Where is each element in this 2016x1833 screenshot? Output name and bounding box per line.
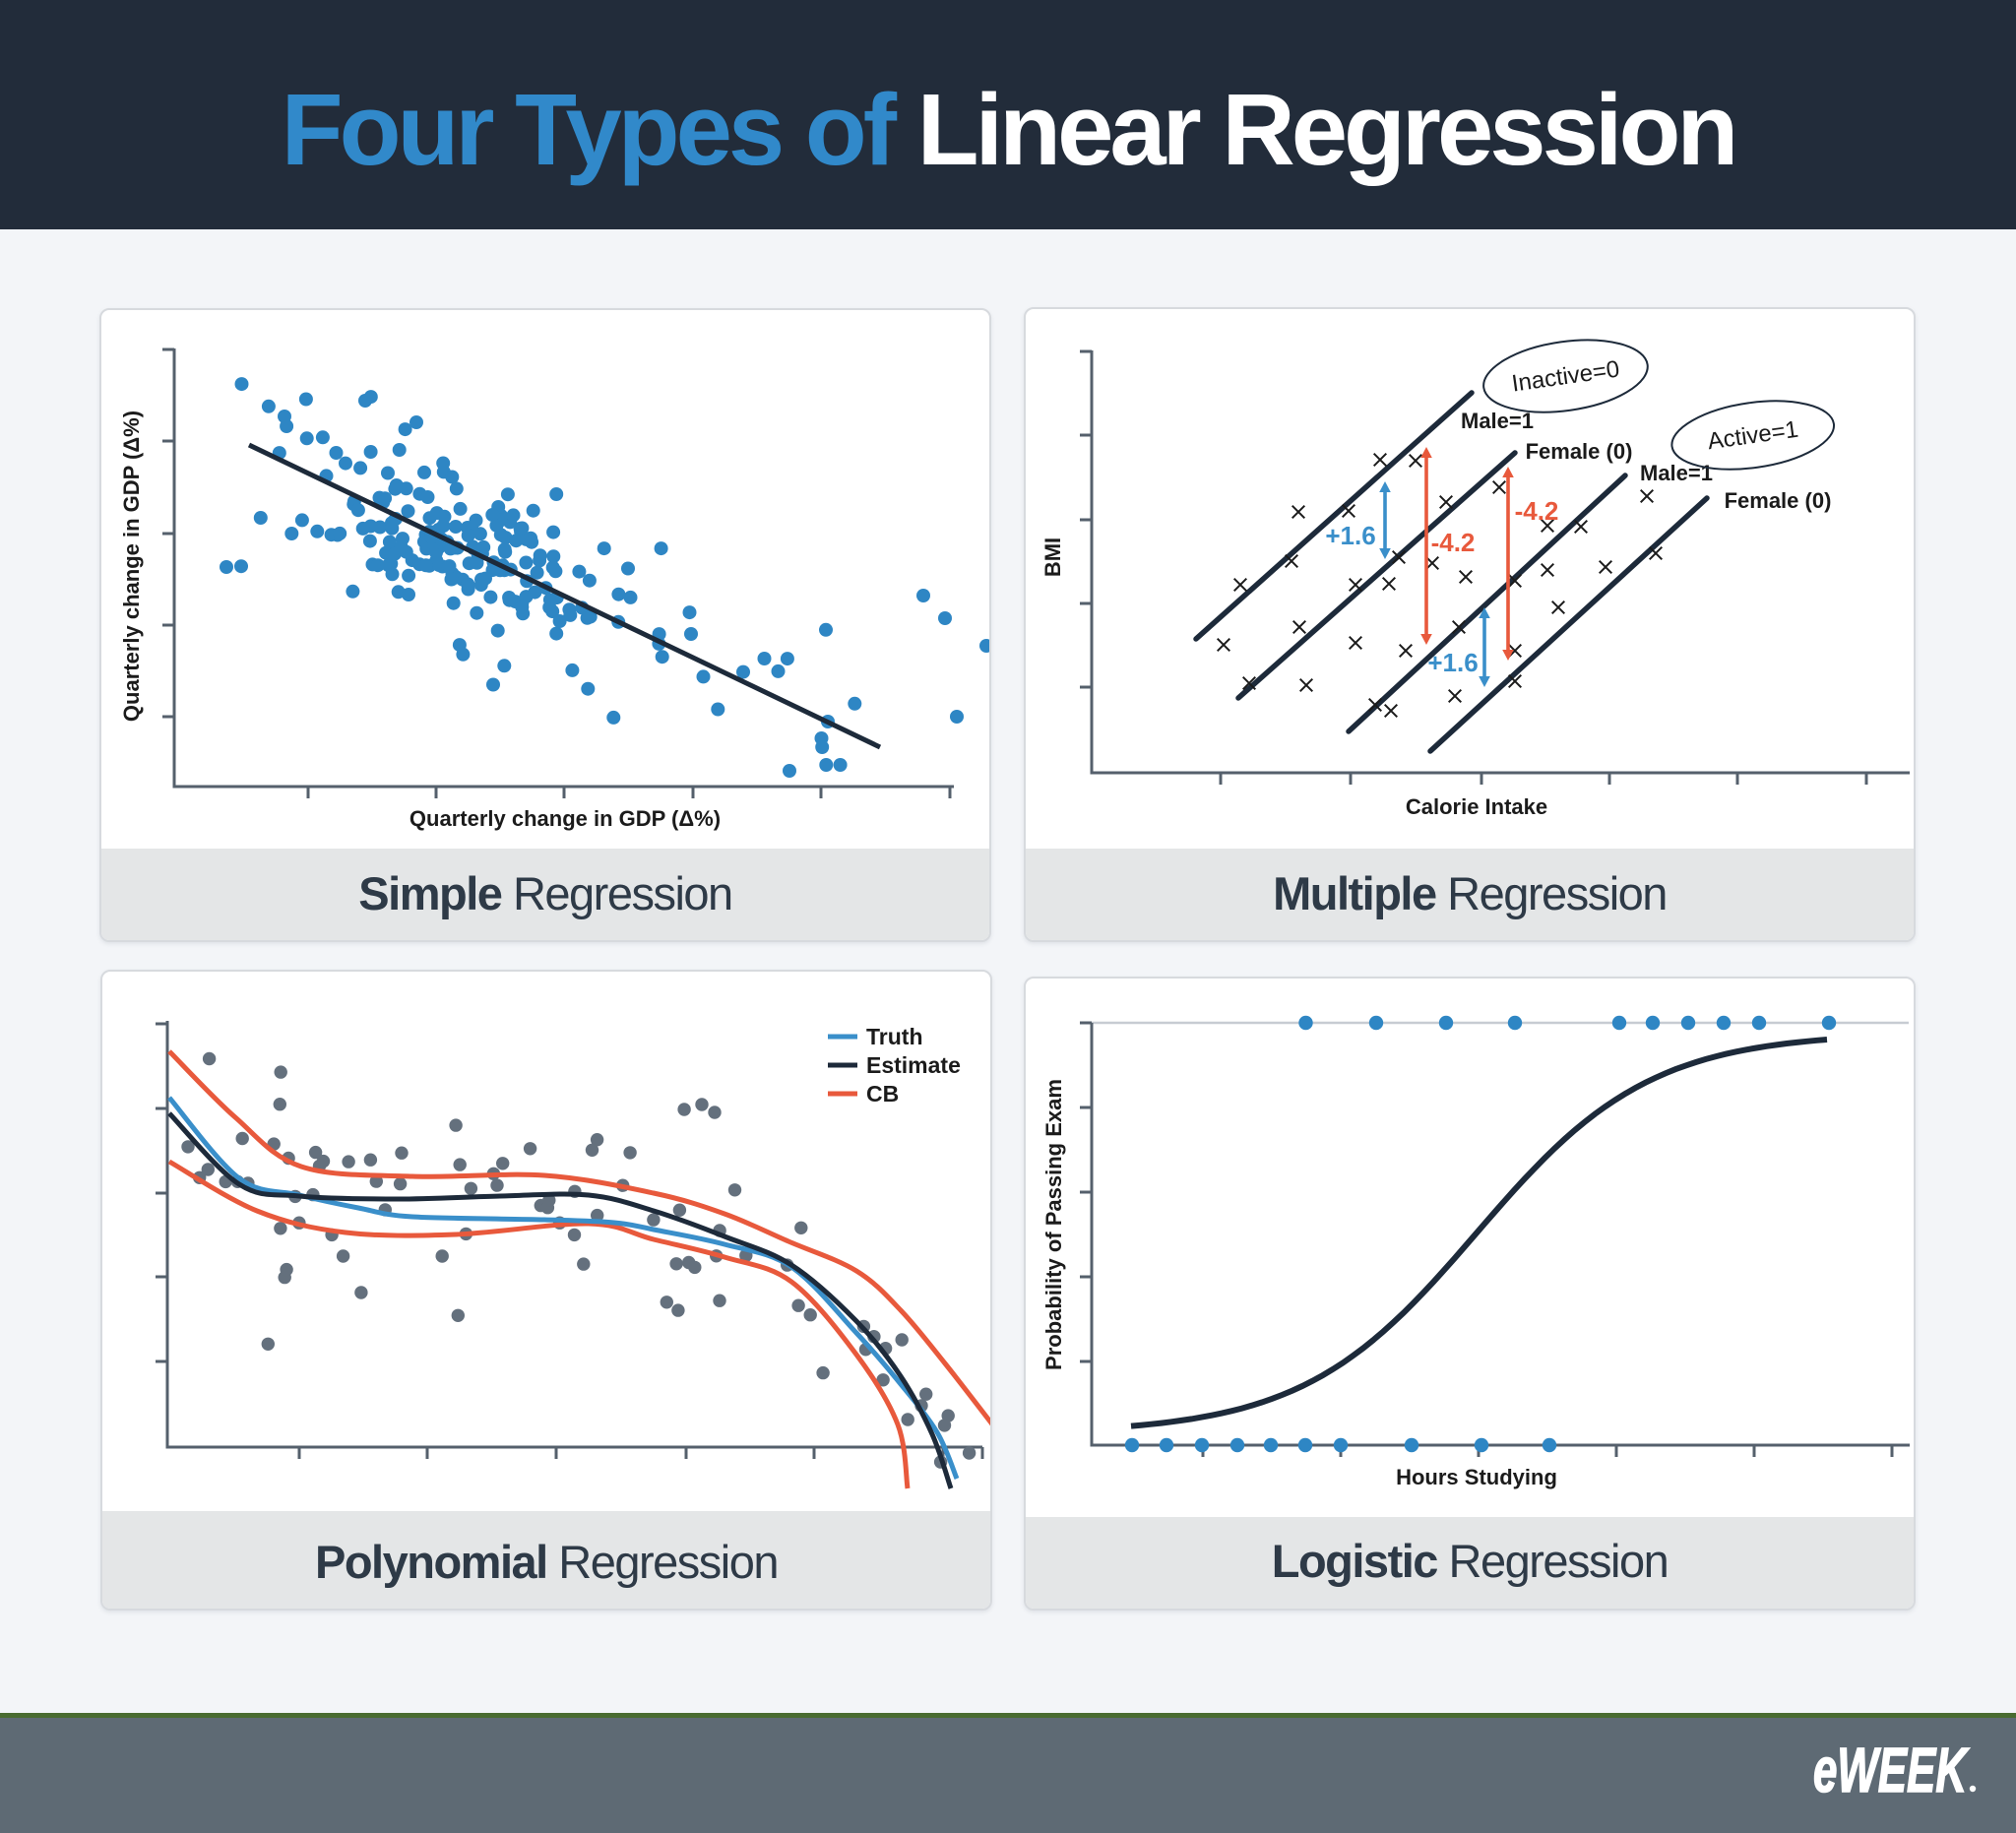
svg-text:eWEEK: eWEEK	[1813, 1745, 1970, 1805]
svg-text:Quarterly change in GDP (Δ%): Quarterly change in GDP (Δ%)	[119, 411, 144, 722]
svg-text:Female (0): Female (0)	[1725, 488, 1832, 513]
svg-text:Inactive=0: Inactive=0	[1510, 356, 1621, 398]
svg-text:Hours Studying: Hours Studying	[1396, 1465, 1557, 1489]
svg-text:BMI: BMI	[1040, 537, 1065, 577]
svg-text:Quarterly change in GDP (Δ%): Quarterly change in GDP (Δ%)	[410, 806, 721, 831]
svg-text:-4.2: -4.2	[1431, 528, 1476, 557]
svg-text:Estimate: Estimate	[866, 1052, 961, 1078]
svg-text:Truth: Truth	[866, 1024, 923, 1049]
svg-text:+1.6: +1.6	[1325, 521, 1375, 550]
svg-text:Probability of Passing Exam: Probability of Passing Exam	[1041, 1079, 1066, 1370]
svg-text:CB: CB	[866, 1081, 899, 1106]
svg-text:+1.6: +1.6	[1427, 648, 1478, 677]
svg-text:Active=1: Active=1	[1706, 416, 1800, 456]
svg-text:Male=1: Male=1	[1461, 409, 1534, 433]
svg-text:Female (0): Female (0)	[1526, 439, 1633, 464]
svg-text:Male=1: Male=1	[1640, 461, 1713, 485]
svg-text:Calorie Intake: Calorie Intake	[1406, 794, 1547, 819]
svg-text:-4.2: -4.2	[1515, 496, 1559, 526]
